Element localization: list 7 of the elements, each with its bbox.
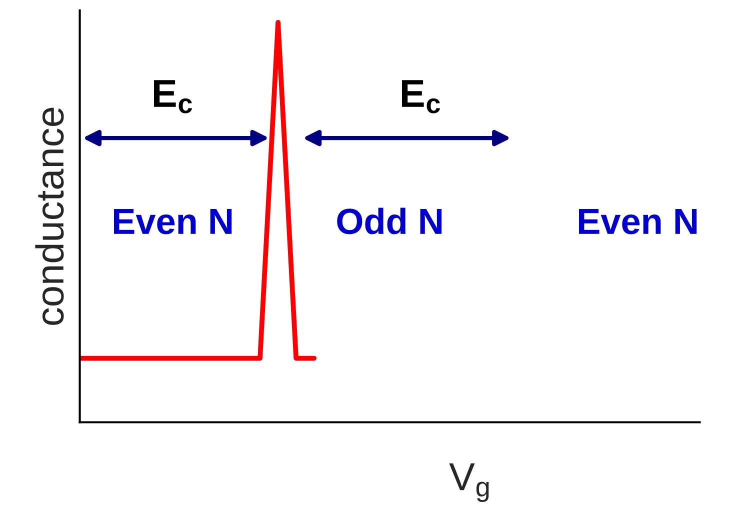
annotation: E$_{c}$ xyxy=(154,80,192,114)
annotation: Odd N xyxy=(337,208,442,234)
annotation: E$_{c}$ xyxy=(402,80,440,114)
y-axis-title: conductance xyxy=(35,108,64,325)
annotation: Even N xyxy=(114,209,232,234)
annotation: Even N xyxy=(579,209,697,234)
x-axis-title: V$_{g}$ xyxy=(449,463,489,502)
